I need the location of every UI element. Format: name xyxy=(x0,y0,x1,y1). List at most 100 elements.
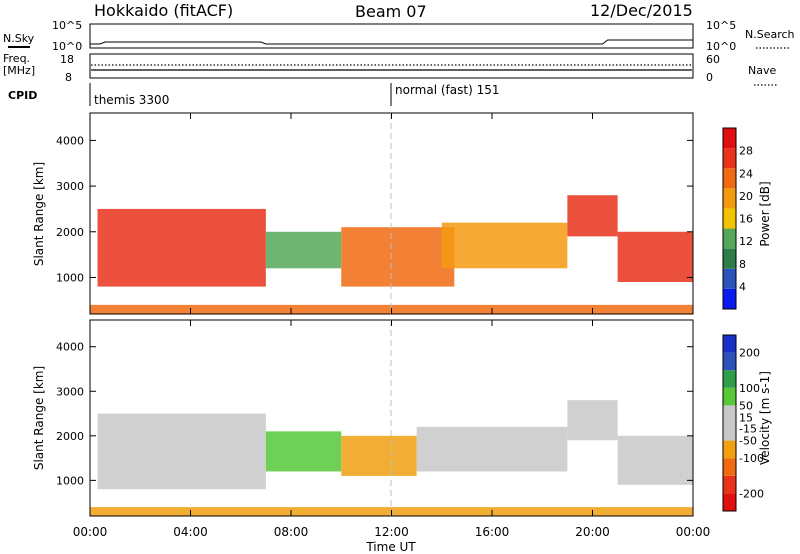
colorbar-tick-label: -100 xyxy=(739,452,764,465)
time-xaxis: 00:00 04:00 08:00 12:00 16:00 20:00 00:00 xyxy=(73,113,711,539)
velocity-panel: 1000 2000 3000 4000 Slant Range [km] 200 100… xyxy=(32,319,772,517)
colorbar-tick-label: 15 xyxy=(739,412,753,425)
colorbar-swatch xyxy=(723,387,736,406)
time-xlabel: Time UT xyxy=(365,540,416,554)
colorbar-swatch xyxy=(723,493,736,511)
echo-region-1 xyxy=(97,413,266,490)
xtick-label: 08:00 xyxy=(274,525,309,539)
colorbar-swatch xyxy=(723,228,736,249)
nsky-label: N.Sky xyxy=(3,32,35,45)
station-title: Hokkaido (fitACF) xyxy=(94,1,233,20)
ytick-label: 4000 xyxy=(56,134,84,147)
cpid-label: CPID xyxy=(8,89,37,102)
freq-unit: [MHz] xyxy=(3,64,35,77)
colorbar-tick-label: 200 xyxy=(739,347,760,360)
colorbar-frame xyxy=(722,334,737,512)
colorbar-swatch xyxy=(723,208,736,229)
colorbar-swatch xyxy=(723,352,736,371)
ytick-label: 1000 xyxy=(56,271,84,284)
cpid-strip: CPID themis 3300 normal (fast) 151 xyxy=(8,83,499,107)
colorbar-tick-label: 24 xyxy=(739,167,753,180)
freq-strip: Freq. [MHz] 18 8 60 0 Nave xyxy=(3,52,778,86)
nave-tick-max: 60 xyxy=(706,53,720,66)
echo-region-6 xyxy=(617,435,693,485)
colorbar-swatch xyxy=(723,370,736,388)
echo-region-3 xyxy=(341,435,417,476)
colorbar-swatch xyxy=(723,248,736,269)
colorbar-swatch xyxy=(723,288,736,309)
colorbar-tick-label: -15 xyxy=(739,422,757,435)
ytick-label: 3000 xyxy=(56,180,84,193)
colorbar-swatch xyxy=(723,335,736,353)
colorbar-swatch xyxy=(723,405,736,423)
echo-region-4 xyxy=(416,426,568,472)
xtick-label: 00:00 xyxy=(73,525,108,539)
ytick-label: 3000 xyxy=(56,385,84,398)
echo-region-5 xyxy=(567,195,618,237)
ytick-label: 2000 xyxy=(56,226,84,239)
cpid-mode-2: normal (fast) 151 xyxy=(395,83,499,97)
echo-region-4 xyxy=(441,222,568,269)
power-colorbar-label: Power [dB] xyxy=(758,181,772,246)
nave-tick-min: 0 xyxy=(706,71,713,84)
ytick-label: 4000 xyxy=(56,341,84,354)
beam-title: Beam 07 xyxy=(355,2,427,21)
colorbar-frame xyxy=(722,127,737,310)
nsky-tick-max: 10^5 xyxy=(52,19,82,32)
xtick-label: 20:00 xyxy=(575,525,610,539)
colorbar-tick-label: 28 xyxy=(739,145,753,158)
nsearch-tick-max: 10^5 xyxy=(706,19,736,32)
colorbar-swatch xyxy=(723,268,736,289)
colorbar-tick-label: 12 xyxy=(739,235,753,248)
velocity-yaxis: 1000 2000 3000 4000 xyxy=(56,341,693,487)
echo-region-5 xyxy=(567,400,618,441)
echo-region-3 xyxy=(341,227,455,287)
date-title: 12/Dec/2015 xyxy=(590,1,693,20)
colorbar-swatch xyxy=(723,148,736,169)
power-ylabel: Slant Range [km] xyxy=(32,162,46,266)
echo-region-2 xyxy=(265,231,342,269)
freq-tick-min: 8 xyxy=(65,71,72,84)
power-panel: 1000 2000 3000 4000 Slant Range [km] 4 8 12 16… xyxy=(32,112,772,315)
velocity-colorbar-label: Velocity [m s-1] xyxy=(758,371,772,465)
ytick-label: 1000 xyxy=(56,474,84,487)
freq-tick-max: 18 xyxy=(60,53,74,66)
colorbar-swatch xyxy=(723,128,736,149)
freq-frame xyxy=(89,53,694,79)
cpid-mode-1: themis 3300 xyxy=(94,93,169,107)
colorbar-swatch xyxy=(723,168,736,189)
xtick-label: 00:00 xyxy=(676,525,711,539)
colorbar-tick-label: 4 xyxy=(739,280,746,293)
colorbar-swatch xyxy=(723,458,736,476)
power-yaxis: 1000 2000 3000 4000 xyxy=(56,134,693,284)
colorbar-tick-label: 8 xyxy=(739,258,746,271)
colorbar-tick-label: 20 xyxy=(739,190,753,203)
colorbar-tick-label: 16 xyxy=(739,213,753,226)
velocity-ylabel: Slant Range [km] xyxy=(32,366,46,470)
colorbar-swatch xyxy=(723,440,736,459)
xtick-label: 16:00 xyxy=(475,525,510,539)
xtick-label: 12:00 xyxy=(374,525,409,539)
nsearch-tick-min: 10^0 xyxy=(706,40,736,53)
power-colorbar: 4 8 12 16 20 24 28 xyxy=(722,127,753,310)
colorbar-tick-label: -200 xyxy=(739,487,764,500)
nsearch-label: N.Search xyxy=(745,28,795,41)
colorbar-tick-label: 100 xyxy=(739,382,760,395)
colorbar-tick-label: -50 xyxy=(739,435,757,448)
colorbar-swatch xyxy=(723,423,736,441)
nsky-series xyxy=(90,39,693,45)
colorbar-swatch xyxy=(723,188,736,209)
echo-region-2 xyxy=(265,431,342,472)
nsky-strip: N.Sky 10^5 10^0 10^5 10^0 N.Search xyxy=(3,19,795,53)
colorbar-tick-label: 50 xyxy=(739,399,753,412)
freq-label: Freq. xyxy=(3,52,30,65)
xtick-label: 04:00 xyxy=(173,525,208,539)
nsky-frame xyxy=(89,23,694,49)
echo-region-1 xyxy=(97,208,266,287)
nsky-tick-min: 10^0 xyxy=(52,40,82,53)
velocity-echoes xyxy=(90,400,693,516)
colorbar-swatch xyxy=(723,475,736,494)
ytick-label: 2000 xyxy=(56,430,84,443)
